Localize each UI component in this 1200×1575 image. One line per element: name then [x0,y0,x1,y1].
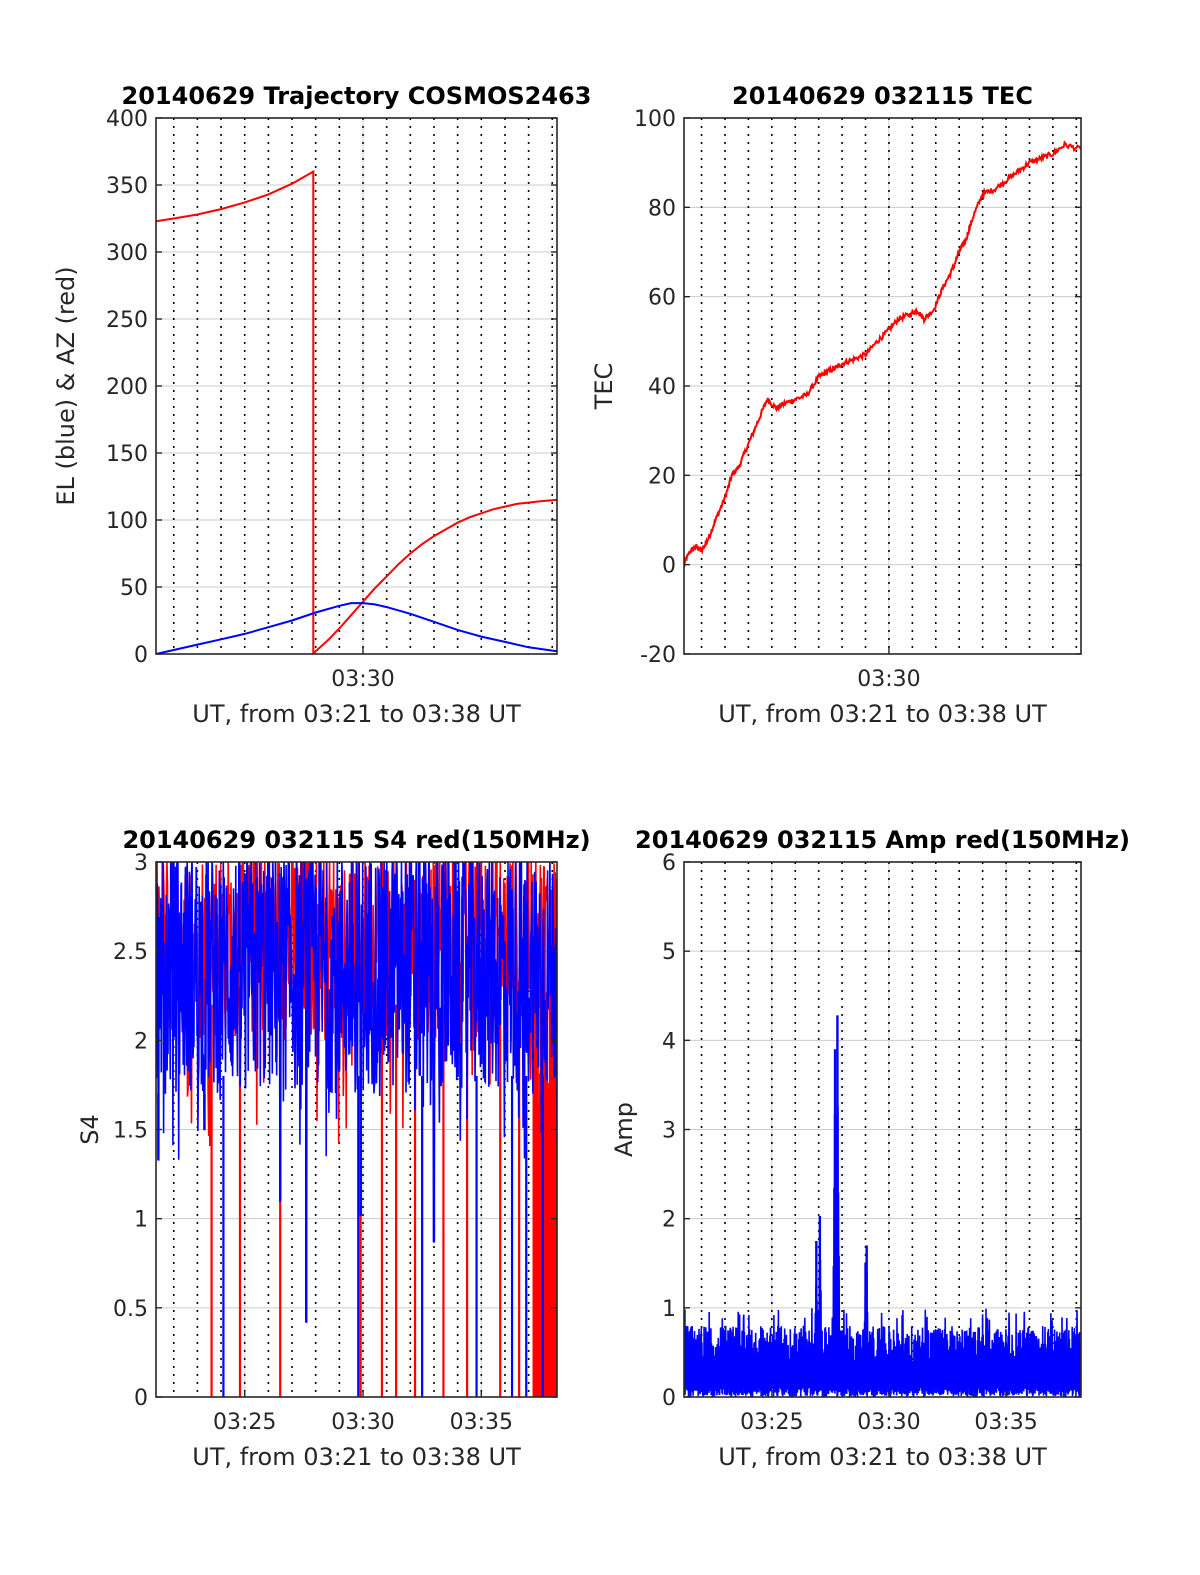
x-tick-label: 03:25 [213,1410,276,1435]
y-axis-label: S4 [76,1114,104,1145]
x-tick-label: 03:35 [450,1410,513,1435]
y-tick-label: 6 [662,851,676,876]
chart-title: 20140629 032115 TEC [732,82,1033,110]
x-axis-label: UT, from 03:21 to 03:38 UT [192,700,521,728]
y-tick-label: -20 [640,643,676,668]
x-tick-label: 03:30 [857,1410,920,1435]
y-axis-label: TEC [590,363,618,411]
plot-area [156,862,557,1397]
y-tick-label: 5 [662,940,676,965]
plot-area [156,169,557,654]
x-axis-label: UT, from 03:21 to 03:38 UT [192,1443,521,1471]
x-tick-label: 03:30 [331,1410,394,1435]
tec-series-line [684,140,1081,569]
chart-panel-2: -20 0 20 40 60 80 100 03:30 20140629 032115 TEC U… [590,82,1082,728]
y-tick-label: 1.5 [113,1119,148,1144]
y-tick-label: 0 [134,643,148,668]
x-tick-label: 03:35 [974,1410,1037,1435]
x-tick-label: 03:25 [740,1410,803,1435]
x-axis-label: UT, from 03:21 to 03:38 UT [718,700,1047,728]
s4-blue-series-line [156,862,557,1323]
x-axis-label: UT, from 03:21 to 03:38 UT [718,1443,1047,1471]
el-series-line [156,602,557,654]
y-tick-label: 250 [106,308,148,333]
y-tick-label: 80 [648,196,676,221]
y-tick-label: 200 [106,375,148,400]
az-series-line [156,169,557,654]
y-tick-label: 100 [106,509,148,534]
y-tick-label: 0 [662,554,676,579]
y-tick-label: 40 [648,375,676,400]
x-tick-label: 03:30 [857,667,920,692]
plot-area [684,140,1081,569]
y-tick-label: 50 [120,576,148,601]
y-tick-label: 100 [634,107,676,132]
y-axis-label: EL (blue) & AZ (red) [52,266,80,505]
y-tick-label: 0 [662,1386,676,1411]
y-tick-label: 1 [134,1208,148,1233]
y-tick-label: 4 [662,1029,676,1054]
y-tick-label: 400 [106,107,148,132]
chart-title: 20140629 032115 Amp red(150MHz) [635,826,1130,854]
y-tick-label: 3 [134,851,148,876]
y-tick-label: 0 [134,1386,148,1411]
y-axis-label: Amp [610,1102,638,1157]
y-tick-label: 150 [106,442,148,467]
y-tick-label: 350 [106,174,148,199]
y-tick-label: 300 [106,241,148,266]
y-tick-label: 60 [648,286,676,311]
y-tick-label: 2 [662,1208,676,1233]
chart-panel-1: 0 50 100 150 200 250 300 350 400 03:30 20140629 Tr… [52,82,591,728]
y-tick-label: 0.5 [113,1297,148,1322]
amp-series-line [684,1041,1081,1397]
y-tick-label: 3 [662,1119,676,1144]
chart-panel-3: 0 0.5 1 1.5 2 2.5 3 03:25 03:30 03:35 20140629 032… [76,826,591,1471]
y-tick-label: 2 [134,1029,148,1054]
y-tick-label: 1 [662,1297,676,1322]
y-tick-label: 20 [648,464,676,489]
plot-area [684,1015,1081,1397]
chart-title: 20140629 Trajectory COSMOS2463 [122,82,592,110]
chart-panel-4: 0 1 2 3 4 5 6 03:25 03:30 03:35 20140629 032115 Am… [610,826,1130,1471]
y-tick-label: 2.5 [113,940,148,965]
chart-title: 20140629 032115 S4 red(150MHz) [122,826,590,854]
x-tick-label: 03:30 [331,667,394,692]
